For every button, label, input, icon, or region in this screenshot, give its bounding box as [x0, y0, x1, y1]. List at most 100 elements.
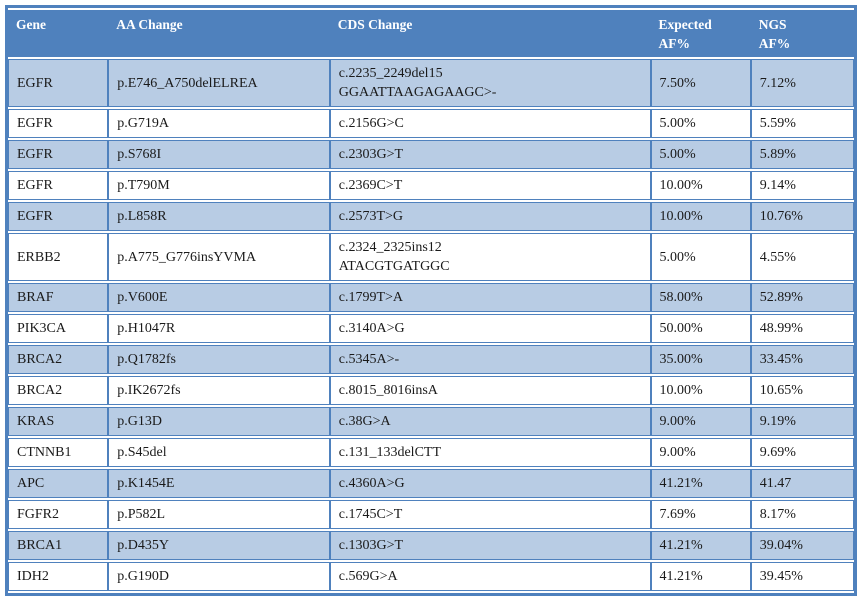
table-row: BRCA2 p.Q1782fs c.5345A>- 35.00% 33.45%	[8, 345, 854, 374]
ngs-af-cell: 52.89%	[750, 283, 854, 312]
table-row: BRAF p.V600E c.1799T>A 58.00% 52.89%	[8, 283, 854, 312]
aa-change-cell: p.V600E	[108, 283, 330, 312]
expected-af-cell: 9.00%	[650, 407, 751, 436]
table-row: IDH2 p.G190D c.569G>A 41.21% 39.45%	[8, 562, 854, 591]
cds-change-cell: c.38G>A	[329, 407, 651, 436]
table-row: FGFR2 p.P582L c.1745C>T 7.69% 8.17%	[8, 500, 854, 529]
gene-cell: CTNNB1	[8, 438, 109, 467]
cds-change-cell: c.1303G>T	[329, 531, 651, 560]
expected-af-cell: 41.21%	[650, 531, 751, 560]
gene-cell: ERBB2	[8, 233, 109, 281]
header-gene: Gene	[8, 10, 109, 57]
table-row: CTNNB1 p.S45del c.131_133delCTT 9.00% 9.…	[8, 438, 854, 467]
table-row: KRAS p.G13D c.38G>A 9.00% 9.19%	[8, 407, 854, 436]
cds-change-cell: c.1745C>T	[329, 500, 651, 529]
aa-change-cell: p.P582L	[108, 500, 330, 529]
expected-af-cell: 9.00%	[650, 438, 751, 467]
aa-change-cell: p.G719A	[108, 109, 330, 138]
gene-cell: EGFR	[8, 202, 109, 231]
cds-change-cell: c.1799T>A	[329, 283, 651, 312]
cds-change-cell: c.8015_8016insA	[329, 376, 651, 405]
expected-af-cell: 41.21%	[650, 469, 751, 498]
table-row: APC p.K1454E c.4360A>G 41.21% 41.47	[8, 469, 854, 498]
table-row: BRCA1 p.D435Y c.1303G>T 41.21% 39.04%	[8, 531, 854, 560]
ngs-af-cell: 9.14%	[750, 171, 854, 200]
expected-af-cell: 7.69%	[650, 500, 751, 529]
table-row: EGFR p.E746_A750delELREA c.2235_2249del1…	[8, 59, 854, 107]
expected-af-cell: 10.00%	[650, 202, 751, 231]
gene-cell: EGFR	[8, 140, 109, 169]
aa-change-cell: p.S45del	[108, 438, 330, 467]
expected-af-cell: 10.00%	[650, 171, 751, 200]
ngs-af-cell: 10.76%	[750, 202, 854, 231]
ngs-af-cell: 39.04%	[750, 531, 854, 560]
ngs-af-cell: 9.69%	[750, 438, 854, 467]
ngs-af-cell: 39.45%	[750, 562, 854, 591]
gene-cell: FGFR2	[8, 500, 109, 529]
cds-change-cell: c.131_133delCTT	[329, 438, 651, 467]
table-row: EGFR p.T790M c.2369C>T 10.00% 9.14%	[8, 171, 854, 200]
ngs-af-cell: 41.47	[750, 469, 854, 498]
gene-cell: KRAS	[8, 407, 109, 436]
gene-cell: BRAF	[8, 283, 109, 312]
expected-af-cell: 58.00%	[650, 283, 751, 312]
header-aa-change: AA Change	[108, 10, 330, 57]
gene-cell: EGFR	[8, 109, 109, 138]
ngs-af-cell: 8.17%	[750, 500, 854, 529]
gene-cell: APC	[8, 469, 109, 498]
ngs-af-cell: 7.12%	[750, 59, 854, 107]
aa-change-cell: p.T790M	[108, 171, 330, 200]
expected-af-cell: 7.50%	[650, 59, 751, 107]
expected-af-cell: 5.00%	[650, 109, 751, 138]
cds-change-cell: c.2156G>C	[329, 109, 651, 138]
aa-change-cell: p.A775_G776insYVMA	[108, 233, 330, 281]
aa-change-cell: p.G190D	[108, 562, 330, 591]
cds-change-cell: c.569G>A	[329, 562, 651, 591]
cds-change-cell: c.4360A>G	[329, 469, 651, 498]
variant-table: Gene AA Change CDS Change Expected AF% N…	[5, 5, 857, 596]
gene-cell: EGFR	[8, 171, 109, 200]
expected-af-cell: 41.21%	[650, 562, 751, 591]
cds-change-cell: c.2573T>G	[329, 202, 651, 231]
table-row: EGFR p.G719A c.2156G>C 5.00% 5.59%	[8, 109, 854, 138]
gene-cell: EGFR	[8, 59, 109, 107]
ngs-af-cell: 10.65%	[750, 376, 854, 405]
table-row: ERBB2 p.A775_G776insYVMA c.2324_2325ins1…	[8, 233, 854, 281]
ngs-af-cell: 48.99%	[750, 314, 854, 343]
aa-change-cell: p.L858R	[108, 202, 330, 231]
expected-af-cell: 50.00%	[650, 314, 751, 343]
expected-af-cell: 10.00%	[650, 376, 751, 405]
cds-change-cell: c.2369C>T	[329, 171, 651, 200]
gene-cell: BRCA2	[8, 376, 109, 405]
aa-change-cell: p.D435Y	[108, 531, 330, 560]
cds-change-cell: c.2324_2325ins12 ATACGTGATGGC	[329, 233, 651, 281]
aa-change-cell: p.H1047R	[108, 314, 330, 343]
aa-change-cell: p.G13D	[108, 407, 330, 436]
ngs-af-cell: 33.45%	[750, 345, 854, 374]
ngs-af-cell: 9.19%	[750, 407, 854, 436]
aa-change-cell: p.IK2672fs	[108, 376, 330, 405]
expected-af-cell: 5.00%	[650, 233, 751, 281]
gene-cell: BRCA2	[8, 345, 109, 374]
aa-change-cell: p.K1454E	[108, 469, 330, 498]
gene-cell: IDH2	[8, 562, 109, 591]
header-cds-change: CDS Change	[329, 10, 651, 57]
ngs-af-cell: 5.89%	[750, 140, 854, 169]
cds-change-cell: c.5345A>-	[329, 345, 651, 374]
expected-af-cell: 5.00%	[650, 140, 751, 169]
cds-change-cell: c.2235_2249del15 GGAATTAAGAGAAGC>-	[329, 59, 651, 107]
cds-change-cell: c.2303G>T	[329, 140, 651, 169]
table-row: EGFR p.L858R c.2573T>G 10.00% 10.76%	[8, 202, 854, 231]
aa-change-cell: p.S768I	[108, 140, 330, 169]
gene-cell: BRCA1	[8, 531, 109, 560]
aa-change-cell: p.E746_A750delELREA	[108, 59, 330, 107]
aa-change-cell: p.Q1782fs	[108, 345, 330, 374]
expected-af-cell: 35.00%	[650, 345, 751, 374]
header-expected-af: Expected AF%	[650, 10, 751, 57]
table-row: PIK3CA p.H1047R c.3140A>G 50.00% 48.99%	[8, 314, 854, 343]
header-row: Gene AA Change CDS Change Expected AF% N…	[8, 10, 854, 57]
header-ngs-af: NGS AF%	[750, 10, 854, 57]
cds-change-cell: c.3140A>G	[329, 314, 651, 343]
ngs-af-cell: 4.55%	[750, 233, 854, 281]
